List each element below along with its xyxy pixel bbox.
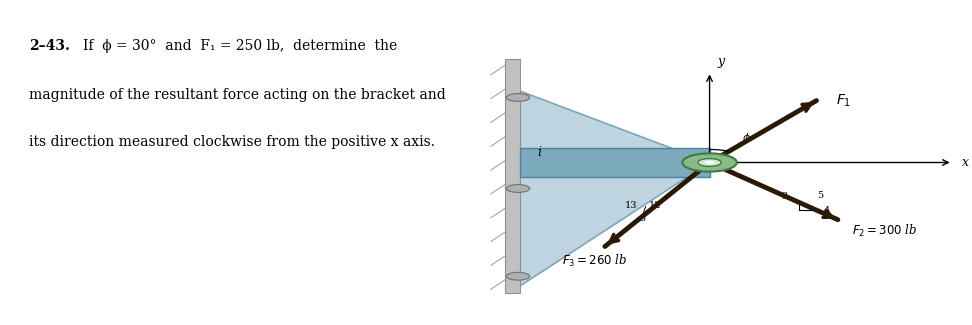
Text: x: x [962, 156, 969, 169]
Text: If  ϕ = 30°  and  F₁ = 250 lb,  determine  the: If ϕ = 30° and F₁ = 250 lb, determine th… [83, 39, 397, 53]
Text: 13: 13 [624, 201, 637, 210]
Text: 2–43.: 2–43. [29, 39, 70, 53]
Text: i: i [538, 146, 541, 159]
Text: 12: 12 [648, 201, 661, 210]
Text: magnitude of the resultant force acting on the bracket and: magnitude of the resultant force acting … [29, 88, 446, 102]
Circle shape [506, 94, 530, 101]
Text: $F_1$: $F_1$ [836, 92, 851, 109]
Text: $F_3 = 260$ lb: $F_3 = 260$ lb [563, 253, 628, 269]
Text: $F_2 = 300$ lb: $F_2 = 300$ lb [852, 223, 918, 239]
Circle shape [506, 185, 530, 192]
Circle shape [698, 159, 721, 166]
Text: 5: 5 [640, 214, 645, 223]
Text: $\phi$: $\phi$ [742, 131, 751, 145]
Text: 3: 3 [781, 192, 787, 201]
Text: 4: 4 [823, 206, 830, 215]
Polygon shape [505, 58, 520, 292]
Text: 5: 5 [816, 191, 823, 200]
Polygon shape [520, 148, 710, 177]
Circle shape [682, 153, 737, 172]
Text: y: y [717, 55, 724, 68]
Text: its direction measured clockwise from the positive x axis.: its direction measured clockwise from th… [29, 135, 435, 149]
Polygon shape [520, 91, 710, 286]
Circle shape [506, 272, 530, 280]
Circle shape [705, 161, 714, 164]
